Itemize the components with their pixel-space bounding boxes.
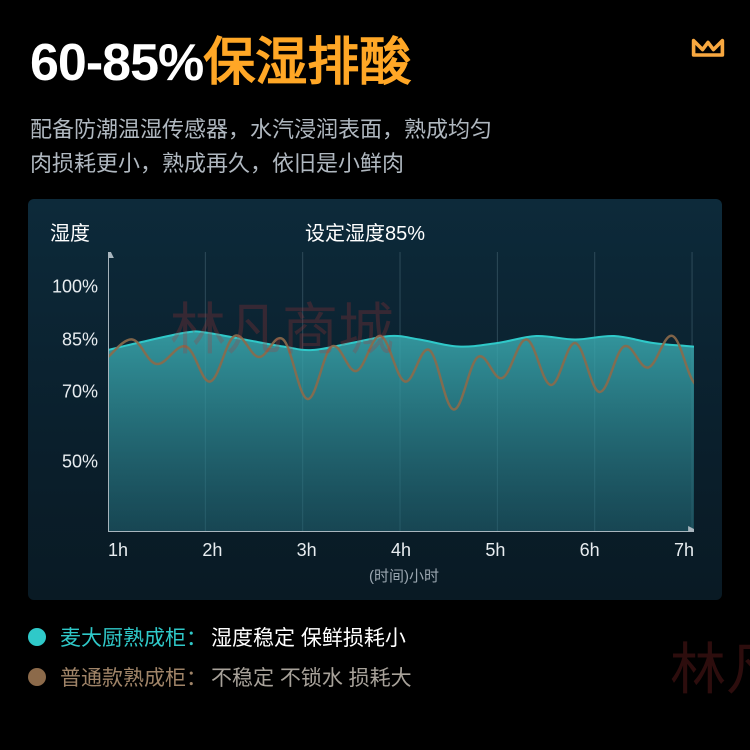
title-main: 保湿排酸: [203, 20, 411, 95]
legend-name: 麦大厨熟成柜：: [60, 622, 207, 652]
y-tick-label: 100%: [52, 277, 98, 298]
title-row: 60-85% 保湿排酸: [30, 20, 720, 95]
chart-title-row: 湿度 设定湿度85%: [50, 217, 700, 246]
x-tick-label: 4h: [391, 540, 411, 561]
subtitle-line-1: 配备防潮温湿传感器，水汽浸润表面，熟成均匀: [30, 113, 720, 147]
legend-name: 普通款熟成柜：: [60, 662, 207, 692]
y-axis-label: 湿度: [50, 217, 90, 246]
legend-dot-icon: [28, 628, 46, 646]
y-tick-label: 50%: [62, 452, 98, 473]
x-axis-label: (时间)小时: [108, 565, 700, 586]
plot-svg: [108, 252, 694, 532]
legend-desc: 湿度稳定 保鲜损耗小: [211, 622, 406, 652]
y-tick-label: 70%: [62, 382, 98, 403]
legend-item: 麦大厨熟成柜：湿度稳定 保鲜损耗小: [28, 622, 750, 652]
y-ticks: 100% 85% 70% 50%: [50, 252, 104, 532]
humidity-chart: 湿度 设定湿度85% 100%85%70%50% 1h2h3h4h5h6h7h …: [28, 199, 722, 600]
header: 60-85% 保湿排酸: [0, 0, 750, 105]
subtitle: 配备防潮温湿传感器，水汽浸润表面，熟成均匀 肉损耗更小，熟成再久，依旧是小鲜肉: [0, 105, 750, 199]
legend-dot-icon: [28, 668, 46, 686]
legend-item: 普通款熟成柜：不稳定 不锁水 损耗大: [28, 662, 750, 692]
legend-desc: 不稳定 不锁水 损耗大: [211, 662, 412, 692]
chart-center-title: 设定湿度85%: [90, 217, 700, 246]
x-ticks: 1h 2h 3h 4h 5h 6h 7h: [108, 540, 694, 561]
title-percent: 60-85%: [30, 33, 203, 93]
x-tick-label: 5h: [485, 540, 505, 561]
x-tick-label: 1h: [108, 540, 128, 561]
legend: 麦大厨熟成柜：湿度稳定 保鲜损耗小普通款熟成柜：不稳定 不锁水 损耗大: [28, 622, 750, 692]
plot-area: 100%85%70%50%: [108, 252, 694, 532]
x-tick-label: 3h: [297, 540, 317, 561]
x-tick-label: 7h: [674, 540, 694, 561]
x-tick-label: 6h: [580, 540, 600, 561]
x-tick-label: 2h: [202, 540, 222, 561]
brand-logo-icon: [690, 28, 726, 64]
subtitle-line-2: 肉损耗更小，熟成再久，依旧是小鲜肉: [30, 147, 720, 181]
y-tick-label: 85%: [62, 329, 98, 350]
